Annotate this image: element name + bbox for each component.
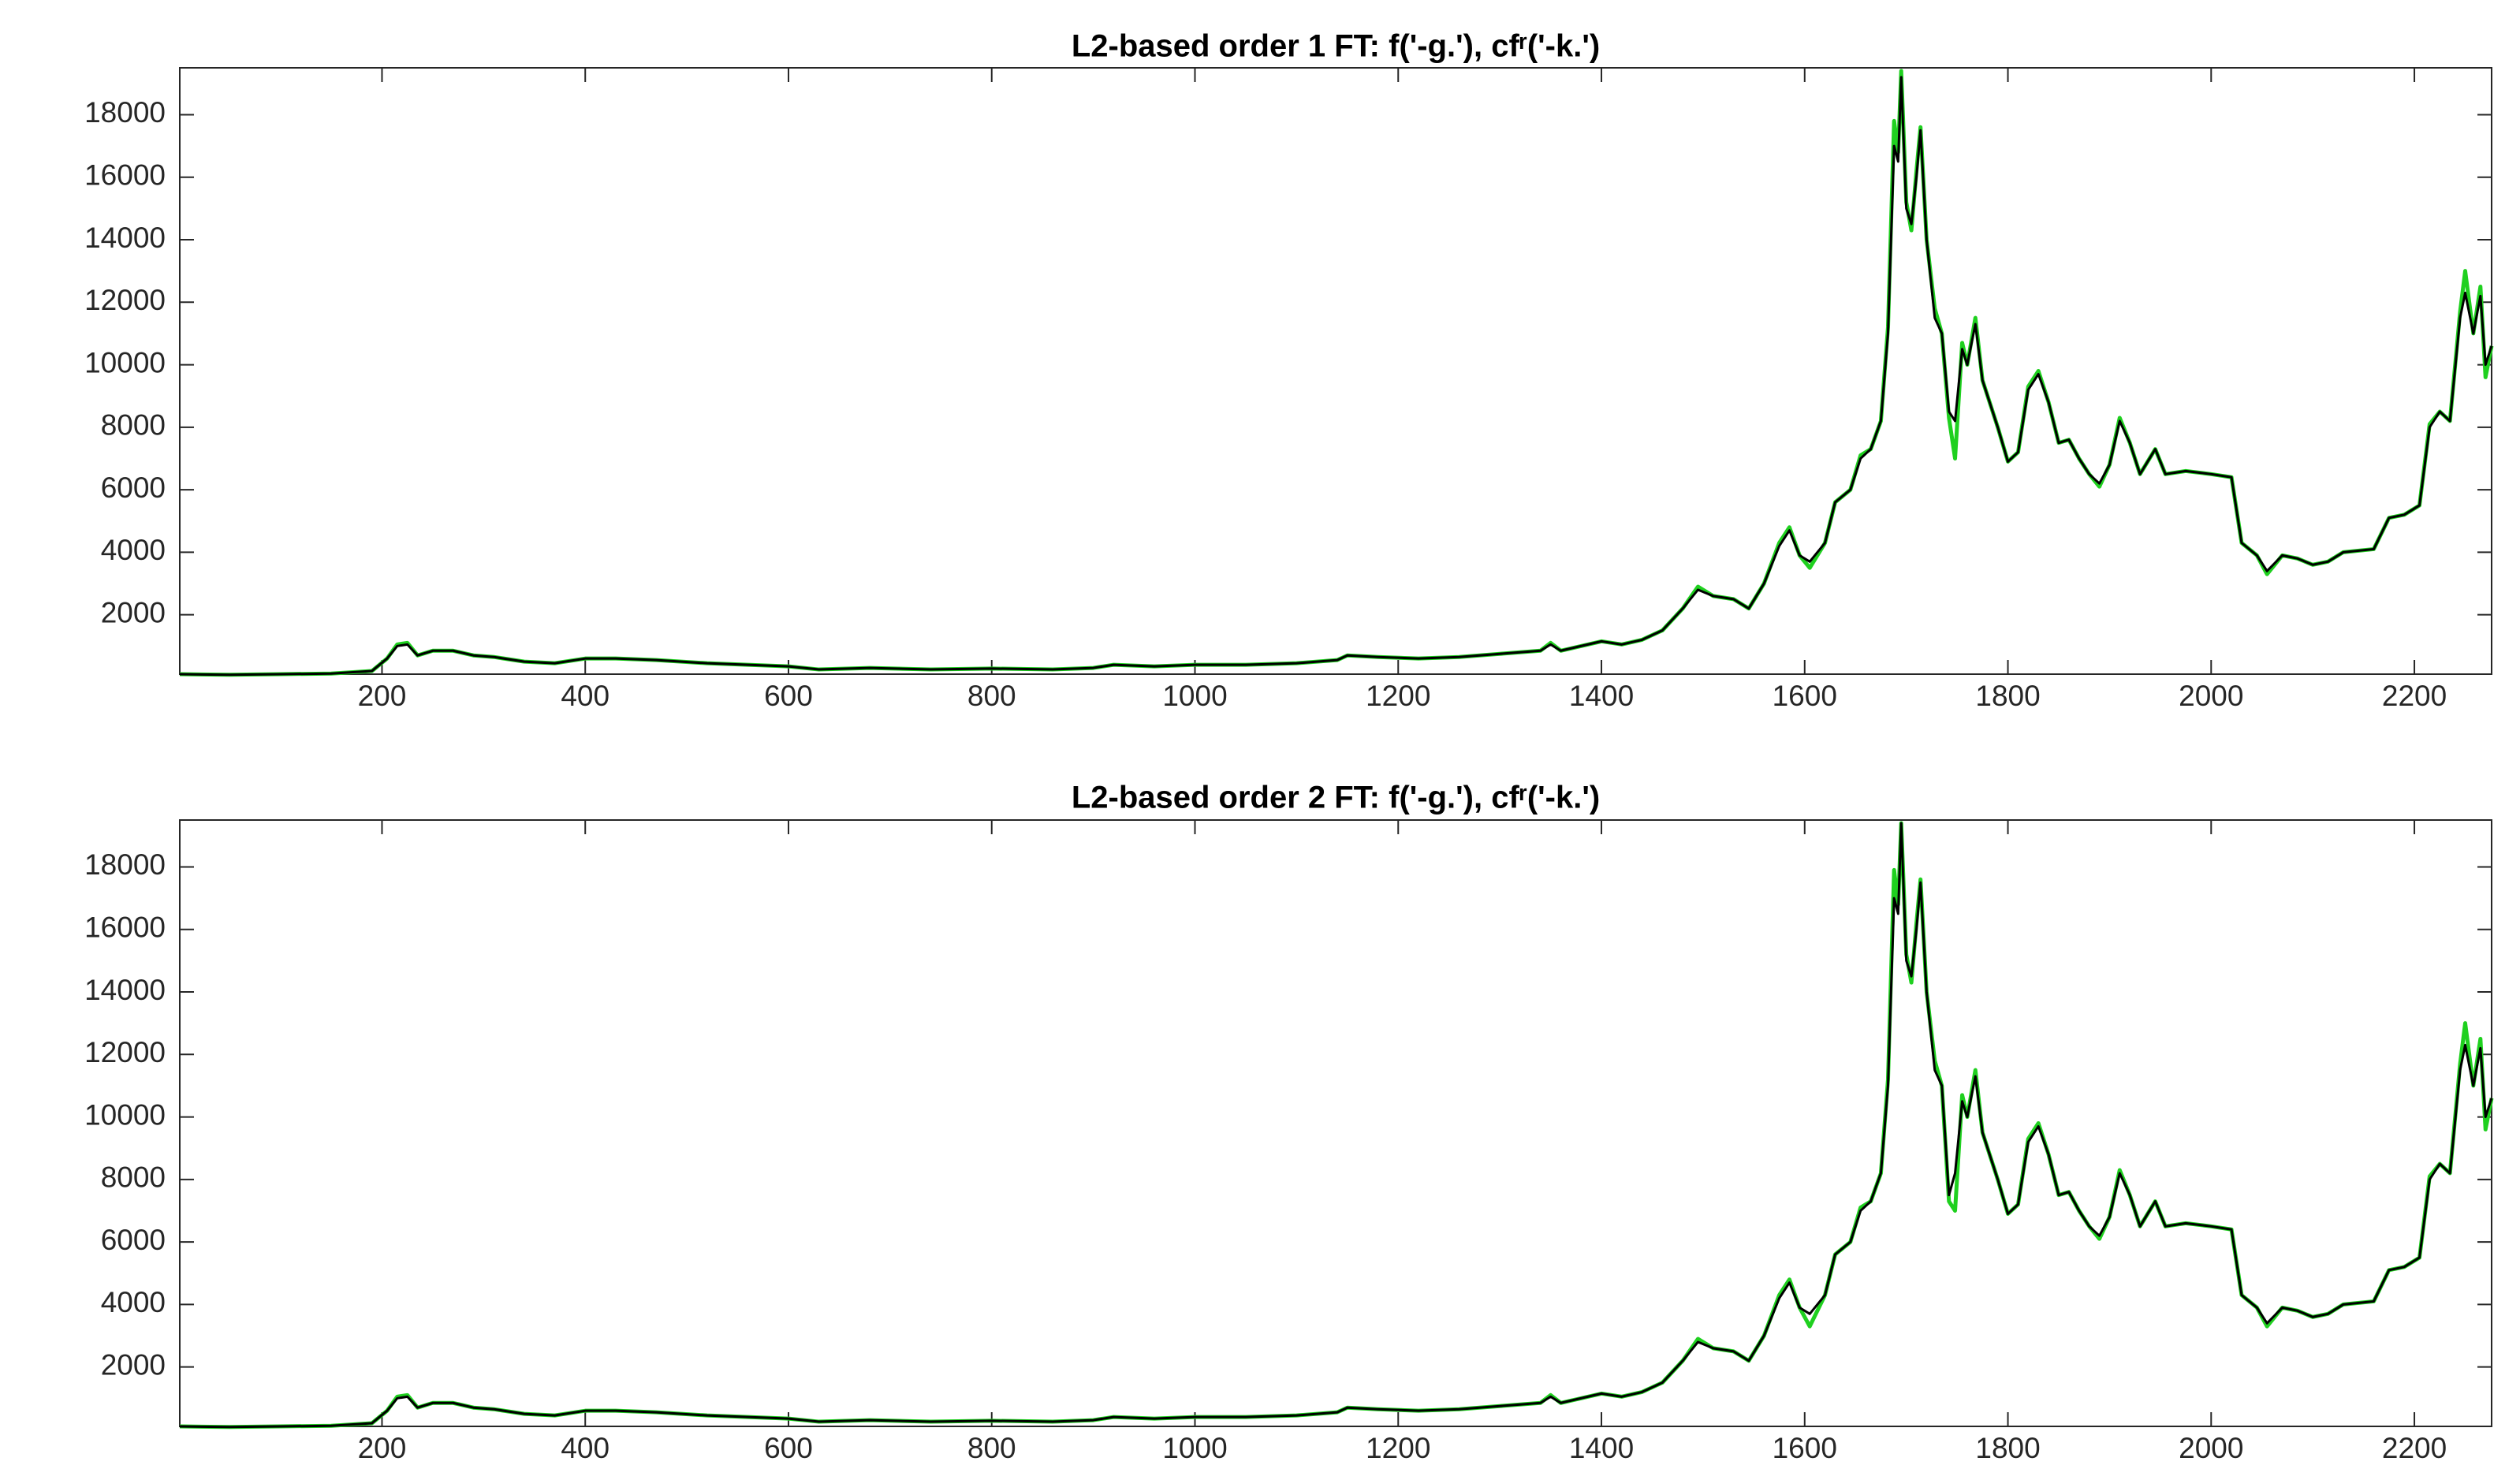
- y-tick-label: 6000: [101, 472, 166, 504]
- x-tick-label: 1600: [1773, 680, 1837, 712]
- x-tick-label: 1200: [1366, 680, 1430, 712]
- x-tick-label: 800: [967, 1432, 1016, 1464]
- y-tick-label: 10000: [84, 1098, 166, 1131]
- y-tick-label: 6000: [101, 1224, 166, 1256]
- x-tick-label: 2200: [2382, 680, 2447, 712]
- x-tick-label: 800: [967, 680, 1016, 712]
- plot-area: [179, 67, 2492, 675]
- y-tick-label: 14000: [84, 222, 166, 254]
- y-tick-label: 18000: [84, 848, 166, 881]
- y-tick-label: 16000: [84, 159, 166, 192]
- x-tick-label: 1400: [1569, 680, 1634, 712]
- y-tick-label: 12000: [84, 284, 166, 316]
- x-tick-label: 1000: [1162, 1432, 1227, 1464]
- x-tick-label: 200: [358, 680, 407, 712]
- plot-area: [179, 819, 2492, 1427]
- x-tick-label: 200: [358, 1432, 407, 1464]
- y-tick-label: 16000: [84, 911, 166, 944]
- y-tick-label: 2000: [101, 1348, 166, 1381]
- x-tick-label: 400: [561, 680, 609, 712]
- series-line: [179, 76, 2493, 677]
- y-tick-label: 18000: [84, 96, 166, 129]
- y-tick-label: 4000: [101, 1286, 166, 1318]
- y-tick-label: 10000: [84, 346, 166, 378]
- series-line: [179, 822, 2493, 1429]
- x-tick-label: 600: [764, 1432, 813, 1464]
- x-tick-label: 1000: [1162, 680, 1227, 712]
- y-tick-label: 14000: [84, 974, 166, 1006]
- x-tick-label: 2000: [2179, 1432, 2243, 1464]
- x-tick-label: 400: [561, 1432, 609, 1464]
- y-tick-label: 4000: [101, 534, 166, 566]
- x-tick-label: 1400: [1569, 1432, 1634, 1464]
- y-tick-label: 12000: [84, 1036, 166, 1068]
- x-tick-label: 600: [764, 680, 813, 712]
- y-tick-label: 2000: [101, 596, 166, 628]
- x-tick-label: 1800: [1975, 1432, 2040, 1464]
- x-tick-label: 1200: [1366, 1432, 1430, 1464]
- x-tick-label: 2000: [2179, 680, 2243, 712]
- chart-title: L2-based order 1 FT: f('-g.'), cfʳ('-k.'…: [1072, 29, 1600, 64]
- x-tick-label: 1600: [1773, 1432, 1837, 1464]
- x-tick-label: 1800: [1975, 680, 2040, 712]
- y-tick-label: 8000: [101, 1161, 166, 1194]
- y-tick-label: 8000: [101, 409, 166, 442]
- x-tick-label: 2200: [2382, 1432, 2447, 1464]
- chart-title: L2-based order 2 FT: f('-g.'), cfʳ('-k.'…: [1072, 781, 1600, 815]
